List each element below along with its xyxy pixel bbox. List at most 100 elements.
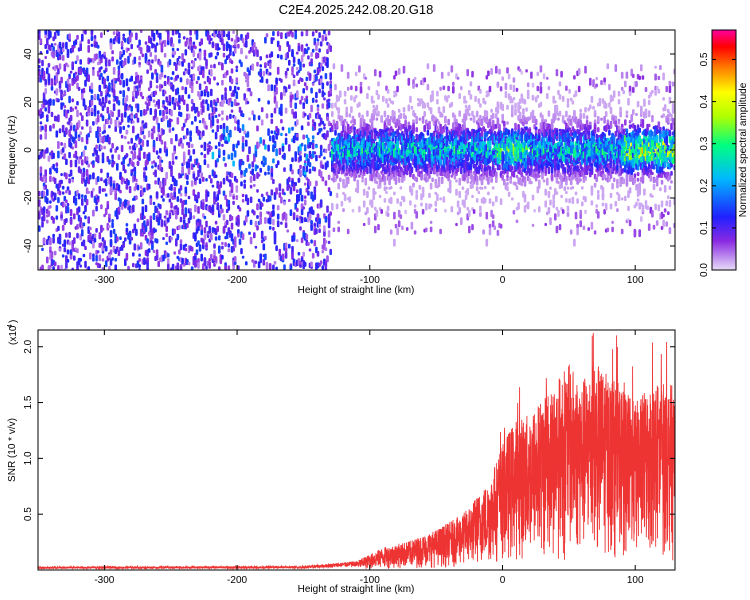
spectrogram-cell bbox=[423, 102, 426, 109]
spectrogram-cell bbox=[190, 99, 194, 103]
spectrogram-cell bbox=[103, 102, 106, 108]
spectrogram-cell bbox=[292, 212, 296, 220]
spectrogram-cell bbox=[202, 70, 205, 79]
spectrogram-cell bbox=[447, 71, 450, 77]
spectrogram-cell bbox=[283, 154, 286, 160]
spectrogram-cell bbox=[181, 126, 184, 131]
spectrogram-cell bbox=[170, 202, 173, 209]
spectrogram-cell bbox=[182, 36, 186, 40]
spectrogram-cell bbox=[194, 180, 197, 186]
spectrogram-cell bbox=[299, 66, 302, 72]
spectrogram-cell bbox=[485, 238, 489, 247]
spectrogram-cell bbox=[202, 99, 205, 105]
spectrogram-cell bbox=[184, 199, 188, 205]
spectrogram-cell bbox=[184, 243, 188, 247]
spectrogram-cell bbox=[316, 106, 320, 112]
spectrogram-cell bbox=[90, 107, 94, 112]
spectrogram-cell bbox=[149, 64, 153, 71]
spectrogram-cell bbox=[229, 129, 232, 138]
spectrogram-cell bbox=[90, 94, 94, 102]
spectrogram-cell bbox=[444, 208, 447, 213]
spectrogram-cell bbox=[143, 215, 146, 220]
spectrogram-cell bbox=[303, 144, 307, 152]
spectrogram-cell bbox=[316, 250, 320, 257]
spectrogram-cell bbox=[55, 162, 59, 167]
spectrogram-cell bbox=[130, 137, 133, 144]
spectrogram-cell bbox=[241, 124, 245, 131]
spectrogram-cell bbox=[222, 30, 226, 38]
spectrogram-cell bbox=[253, 114, 256, 121]
spectrogram-cell bbox=[265, 113, 269, 119]
spectrogram-cell bbox=[198, 167, 202, 173]
spectrogram-cell bbox=[262, 70, 266, 77]
spectrogram-cell bbox=[119, 122, 122, 126]
spectrogram-cell bbox=[190, 121, 194, 125]
spectrogram-cell bbox=[230, 37, 234, 42]
spectrogram-cell bbox=[116, 116, 119, 121]
spectrogram-cell bbox=[280, 78, 283, 83]
spectrogram-cell bbox=[307, 242, 310, 246]
spectrogram-cell bbox=[222, 52, 226, 58]
spectrogram-cell bbox=[488, 198, 492, 204]
spectrogram-cell bbox=[267, 165, 270, 172]
spectrogram-cell bbox=[259, 217, 262, 225]
spectrogram-cell bbox=[391, 100, 395, 105]
spectrogram-cell bbox=[117, 65, 121, 71]
spectrogram-cell bbox=[313, 240, 317, 247]
spectrogram-cell bbox=[229, 44, 232, 53]
spectrogram-cell bbox=[256, 125, 259, 132]
spectrogram-cell bbox=[264, 253, 267, 261]
spectrogram-cell bbox=[190, 266, 194, 270]
spectrogram-cell bbox=[203, 153, 207, 159]
spectrogram-cell bbox=[288, 243, 291, 249]
spectrogram-cell bbox=[61, 102, 65, 106]
spectrogram-cell bbox=[311, 142, 315, 150]
spectrogram-cell bbox=[187, 167, 191, 175]
spectrogram-cell bbox=[409, 125, 412, 130]
spectrogram-cell bbox=[296, 189, 299, 193]
spectrogram-cell bbox=[370, 131, 374, 139]
spectrogram-cell bbox=[194, 45, 197, 50]
spectrogram-cell bbox=[235, 91, 239, 99]
spectrogram-cell bbox=[235, 195, 239, 201]
spectrogram-cell bbox=[176, 30, 180, 34]
spectrogram-cell bbox=[143, 187, 146, 193]
spectrogram-cell bbox=[413, 76, 417, 81]
spectrogram-cell bbox=[117, 100, 121, 106]
spectrogram-cell bbox=[358, 65, 361, 73]
spectrogram-cell bbox=[114, 126, 117, 132]
spectrogram-cell bbox=[46, 67, 49, 75]
spectrogram-cell bbox=[237, 233, 240, 238]
spectrogram-cell bbox=[380, 115, 383, 123]
spectrogram-cell bbox=[79, 112, 82, 116]
spectrogram-cell bbox=[479, 205, 482, 212]
spectrogram-cell bbox=[135, 71, 138, 77]
spectrogram-cell bbox=[154, 228, 157, 233]
spectrogram-cell bbox=[311, 252, 315, 259]
spectrogram-cell bbox=[119, 198, 122, 204]
spectrogram-cell bbox=[248, 163, 251, 169]
spectrogram-cell bbox=[87, 106, 90, 114]
spectrogram-cell bbox=[197, 110, 200, 117]
spectrogram-cell bbox=[272, 204, 275, 210]
spectrogram-cell bbox=[85, 169, 89, 177]
spectrogram-cell bbox=[127, 141, 130, 145]
spectrogram-cell bbox=[429, 107, 433, 115]
spectrogram-cell bbox=[241, 255, 245, 259]
spectrogram-cell bbox=[302, 206, 305, 210]
spectrogram-cell bbox=[95, 254, 98, 262]
spectrogram-cell bbox=[455, 188, 458, 196]
spectrogram-cell bbox=[447, 118, 450, 126]
spectrogram-cell bbox=[224, 224, 227, 228]
spectrogram-cell bbox=[98, 126, 102, 133]
spectrogram-cell bbox=[61, 47, 65, 53]
spectrogram-cell bbox=[221, 254, 224, 260]
spectrogram-cell bbox=[221, 94, 224, 101]
spectrogram-cell bbox=[181, 142, 184, 149]
spectrogram-cell bbox=[122, 79, 125, 88]
spectrogram-cell bbox=[300, 95, 304, 101]
spectrogram-cell bbox=[197, 206, 200, 214]
spectrogram-cell bbox=[74, 140, 78, 149]
spectrogram-cell bbox=[147, 184, 151, 190]
